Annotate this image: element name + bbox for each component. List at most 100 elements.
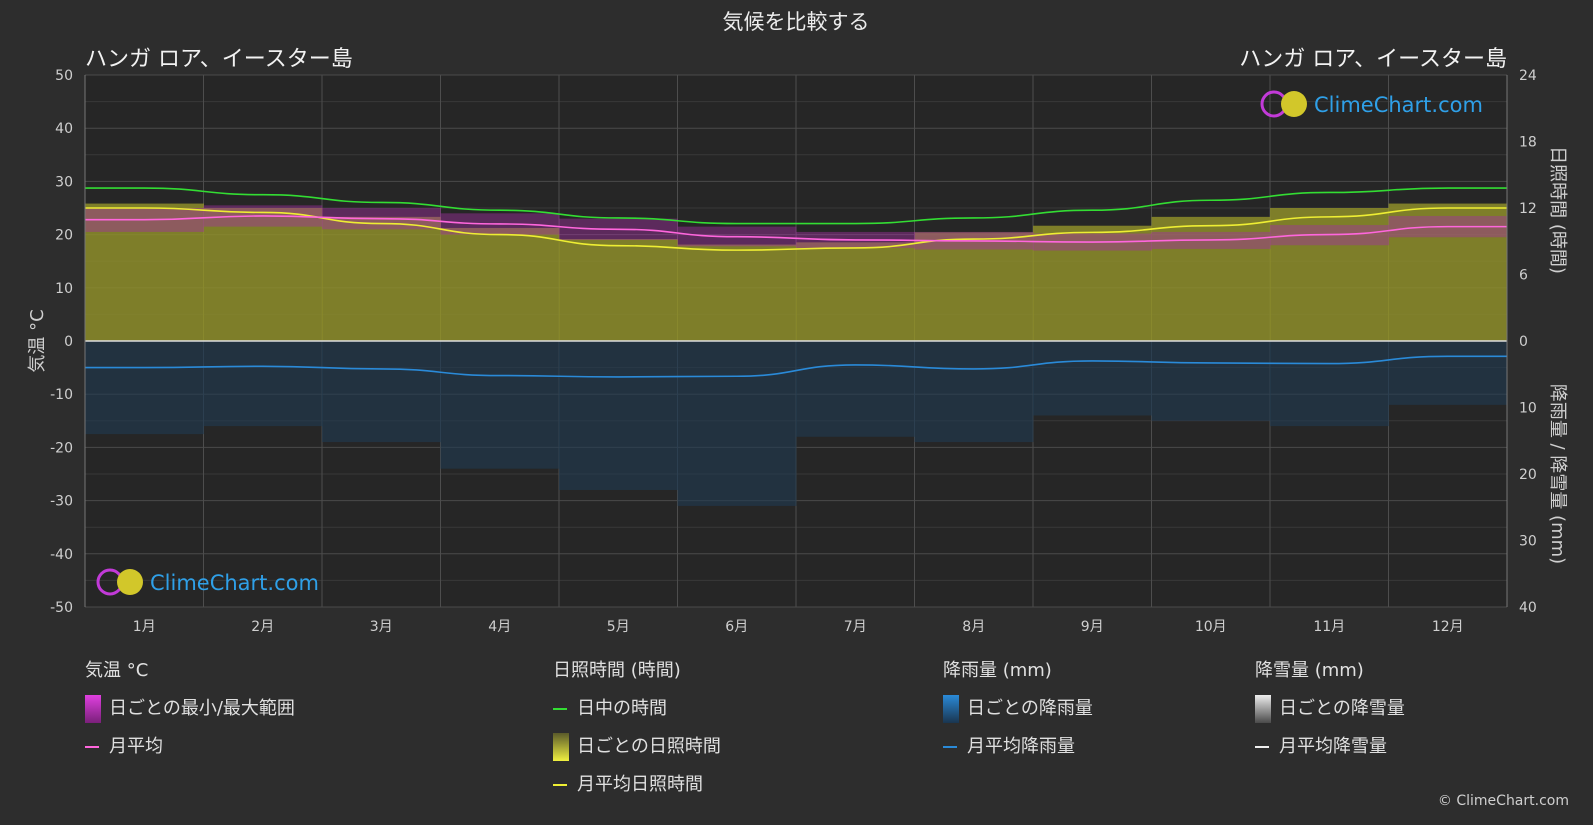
line-swatch-icon — [553, 784, 567, 786]
legend-temperature: 気温 °C 日ごとの最小/最大範囲 月平均 — [85, 660, 295, 772]
rain-bar — [914, 341, 1034, 443]
legend-rain: 降雨量 (mm) 日ごとの降雨量 月平均降雨量 — [943, 660, 1093, 772]
legend-item-label: 日中の時間 — [577, 698, 667, 719]
x-tick: 11月 — [1313, 619, 1345, 635]
y-left-tick: 30 — [55, 174, 73, 190]
legend-item-label: 日ごとの日照時間 — [577, 736, 721, 757]
y-right-bottom-label: 降雨量 / 降雪量 (mm) — [1547, 384, 1568, 564]
sunshine-bar — [914, 232, 1034, 341]
y-right-top-label: 日照時間 (時間) — [1547, 146, 1568, 274]
y-right-top-tick: 18 — [1519, 135, 1537, 151]
legend-item-label: 日ごとの降雨量 — [967, 698, 1093, 719]
watermark-top: ClimeChart.com — [1314, 93, 1483, 117]
legend-item-label: 月平均降雪量 — [1279, 736, 1387, 757]
y-left-tick: -30 — [50, 494, 73, 510]
y-right-top-tick: 12 — [1519, 201, 1537, 217]
y-left-tick: -10 — [50, 387, 73, 403]
legend-item: 日ごとの降雨量 — [943, 695, 1093, 723]
legend-snow: 降雪量 (mm) 日ごとの降雪量 月平均降雪量 — [1255, 660, 1405, 772]
rain-bar — [1270, 341, 1389, 427]
y-left-tick: 40 — [55, 121, 73, 137]
rain-bar — [1033, 341, 1152, 416]
legend-item: 日中の時間 — [553, 696, 721, 722]
legend-item-label: 月平均 — [109, 736, 163, 757]
legend-item: 月平均降雪量 — [1255, 734, 1405, 760]
rain-bar — [322, 341, 441, 443]
rain-bar — [1388, 341, 1508, 405]
legend-heading: 降雨量 (mm) — [943, 660, 1052, 681]
copyright: © ClimeChart.com — [1437, 793, 1569, 809]
sunshine-bar — [1270, 208, 1389, 341]
line-swatch-icon — [85, 746, 99, 748]
rain-bar — [559, 341, 678, 490]
line-swatch-icon — [1255, 746, 1269, 748]
legend-item: 日ごとの日照時間 — [553, 733, 721, 761]
x-tick: 8月 — [962, 619, 985, 635]
temp-avg-line — [85, 215, 1507, 243]
rain-bar — [796, 341, 915, 437]
rain-bar — [677, 341, 797, 506]
y-left-tick: 20 — [55, 228, 73, 244]
legend-item-label: 日ごとの降雪量 — [1279, 698, 1405, 719]
legend-item-label: 月平均日照時間 — [577, 774, 703, 795]
y-left-tick: 10 — [55, 281, 73, 297]
y-right-bottom-tick: 10 — [1519, 401, 1537, 417]
sun-swatch-icon — [553, 733, 569, 761]
location-left: ハンガ ロア、イースター島 — [85, 47, 353, 72]
rain-bar — [440, 341, 560, 469]
legend-heading: 日照時間 (時間) — [553, 660, 681, 681]
rain-bar — [85, 341, 204, 435]
legend-item: 日ごとの降雪量 — [1255, 695, 1405, 723]
legend-item: 日ごとの最小/最大範囲 — [85, 695, 295, 723]
page-title: 気候を比較する — [723, 10, 870, 34]
axis-ticks: 50 40 30 20 10 0 -10 -20 -30 -40 -50 24 18 12 6 0 10 20 30… — [50, 68, 1537, 635]
y-right-top-tick: 6 — [1519, 268, 1528, 284]
sunshine-bar — [559, 239, 678, 341]
sunshine-bar — [677, 244, 797, 341]
legend-heading: 気温 °C — [85, 660, 149, 681]
y-left-label: 気温 °C — [27, 309, 48, 372]
x-tick: 1月 — [133, 619, 156, 635]
logo-top: ClimeChart.com — [1260, 90, 1483, 118]
logo-sun-icon — [117, 569, 143, 595]
x-tick: 9月 — [1081, 619, 1104, 635]
sunshine-bar — [322, 216, 441, 341]
sunshine-bar — [1033, 225, 1152, 341]
sunshine-bar — [1151, 216, 1271, 341]
plot-area — [84, 74, 1508, 608]
y-left-tick: -40 — [50, 547, 73, 563]
y-right-bottom-tick: 40 — [1519, 600, 1537, 616]
range-swatch-icon — [85, 695, 101, 723]
sunshine-bar — [440, 227, 560, 341]
y-left-tick: 0 — [64, 334, 73, 350]
x-tick: 10月 — [1195, 619, 1227, 635]
rain-avg-line — [85, 355, 1507, 378]
x-tick: 5月 — [607, 619, 630, 635]
location-right: ハンガ ロア、イースター島 — [1239, 47, 1507, 72]
sunshine-avg-line — [84, 207, 1507, 251]
sunshine-bar — [85, 203, 204, 341]
daylight-line — [84, 187, 1507, 225]
x-tick: 3月 — [370, 619, 393, 635]
logo-sun-icon — [1281, 91, 1307, 117]
rain-bar — [203, 341, 323, 427]
rain-bar — [1151, 341, 1271, 421]
legend-heading: 降雪量 (mm) — [1255, 660, 1364, 681]
sunshine-bar — [796, 242, 915, 341]
x-tick: 2月 — [251, 619, 274, 635]
y-right-top-tick: 24 — [1519, 68, 1537, 84]
legend-item-label: 日ごとの最小/最大範囲 — [109, 698, 295, 719]
legend-item: 月平均降雨量 — [943, 734, 1093, 760]
x-tick: 6月 — [725, 619, 748, 635]
line-swatch-icon — [943, 746, 957, 748]
y-right-bottom-tick: 20 — [1519, 467, 1537, 483]
y-right-bottom-tick: 30 — [1519, 534, 1537, 550]
x-tick: 12月 — [1432, 619, 1464, 635]
y-left-tick: -20 — [50, 440, 73, 456]
sunshine-bar — [203, 208, 323, 341]
legend-sunshine: 日照時間 (時間) 日中の時間 日ごとの日照時間 月平均日照時間 — [553, 660, 721, 810]
watermark-bottom: ClimeChart.com — [150, 571, 319, 595]
line-swatch-icon — [553, 708, 567, 710]
x-tick: 4月 — [488, 619, 511, 635]
legend-item-label: 月平均降雨量 — [967, 736, 1075, 757]
